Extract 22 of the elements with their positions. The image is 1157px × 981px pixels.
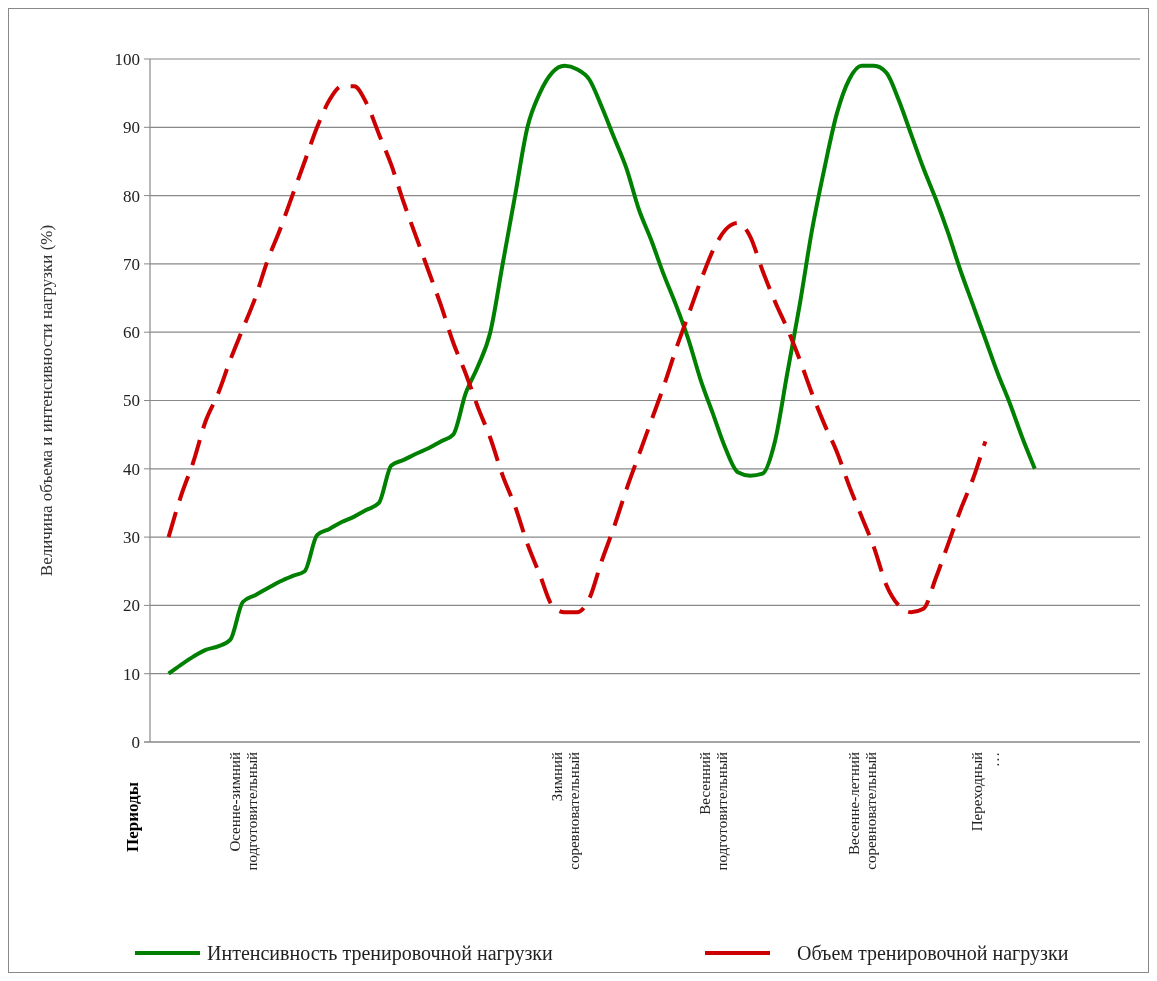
x-tick-label: Весенне-летний соревновательный: [845, 752, 879, 870]
y-tick-label: 30: [123, 528, 140, 548]
y-tick-label: 0: [131, 732, 140, 752]
y-tick-label: 20: [123, 596, 140, 616]
y-tick-label: 70: [123, 254, 140, 274]
line-series: [166, 63, 1037, 676]
x-tick-label: Зимний соревновательный: [548, 752, 582, 870]
line-series: [166, 84, 988, 615]
x-tick-label: Переходный …: [969, 752, 1003, 832]
x-tick-label: Весенний подготовительный: [697, 752, 731, 871]
legend-label: Интенсивность тренировочной нагрузки: [207, 942, 554, 965]
y-tick-label: 90: [123, 118, 140, 138]
text: Периоды: [122, 782, 142, 852]
legend-label: Объем тренировочной нагрузки: [797, 942, 1069, 965]
x-tick-label: Осенне-зимний подготовительный: [226, 752, 260, 871]
y-tick-label: 40: [123, 459, 140, 479]
y-tick-label: 100: [114, 49, 140, 69]
y-axis-title: Величина объема и интенсивности нагрузки (%): [37, 224, 56, 577]
y-tick-label: 10: [123, 664, 140, 684]
y-tick-label: 60: [123, 323, 140, 343]
y-tick-label: 80: [123, 186, 140, 206]
y-tick-label: 50: [123, 391, 140, 411]
